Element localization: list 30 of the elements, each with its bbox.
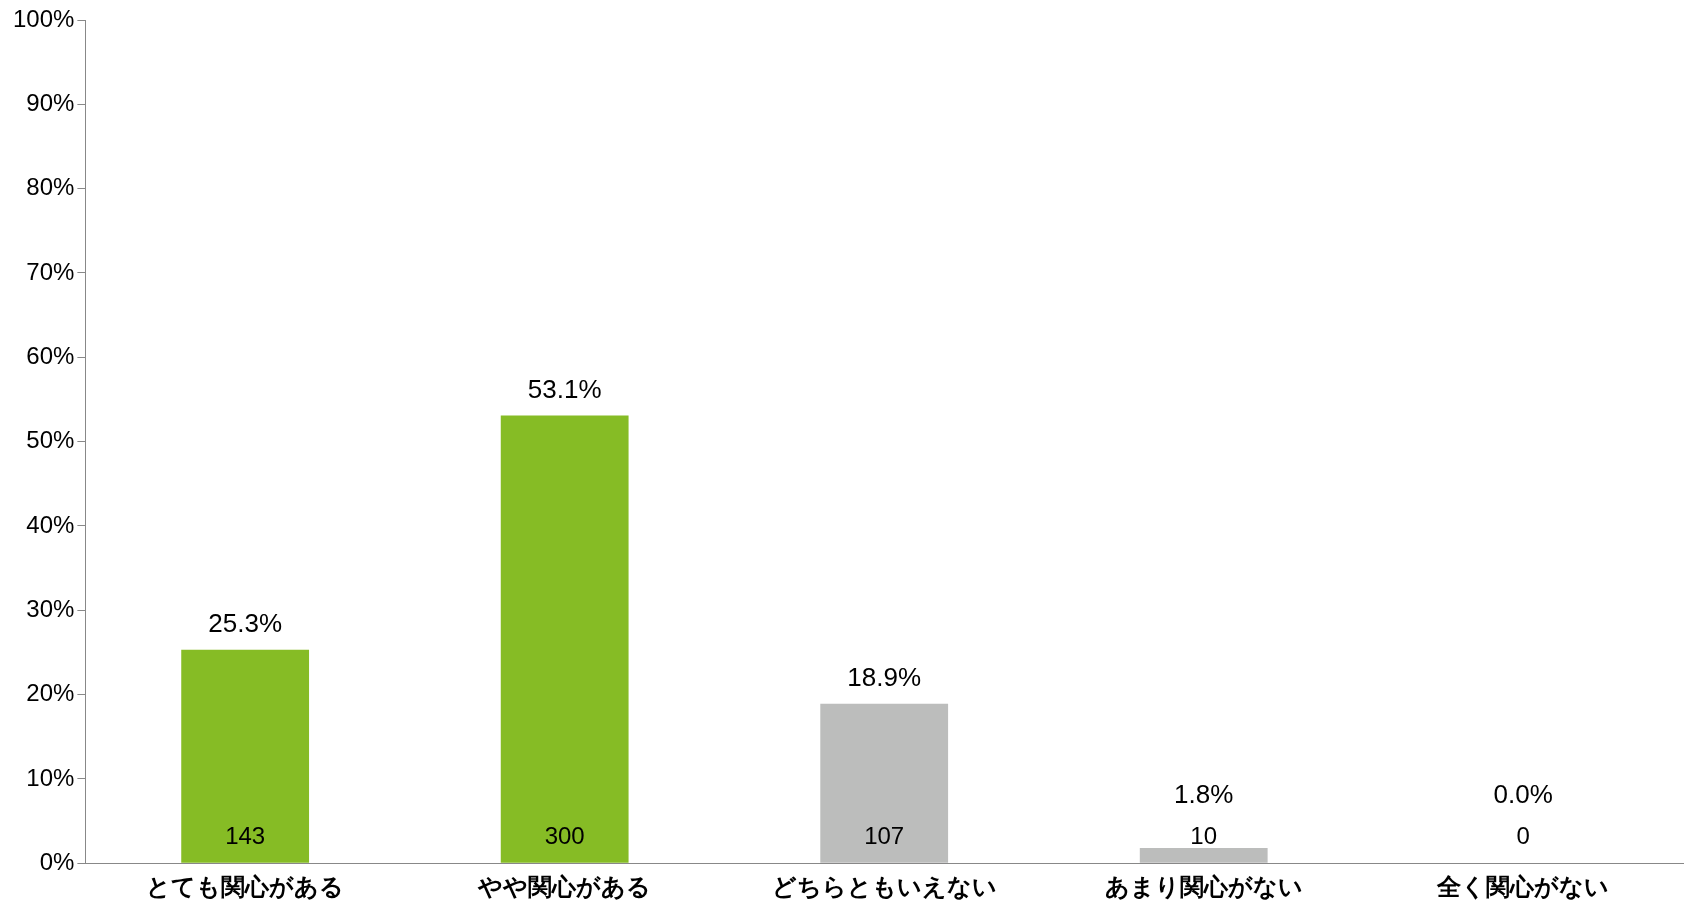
x-tick-label: とても関心がある (146, 873, 345, 901)
y-tick-label: 0% (39, 847, 75, 875)
bar (500, 415, 629, 863)
y-tick-label: 20% (26, 679, 75, 707)
annotation: 107 (864, 821, 905, 849)
y-tick-label: 60% (26, 341, 75, 369)
y-tick-label: 80% (26, 173, 75, 201)
x-tick-label: やや関心がある (477, 873, 652, 901)
bar (820, 703, 949, 863)
y-tick-label: 70% (26, 257, 75, 285)
annotation: 0 (1516, 821, 1530, 849)
data-label: 1.8% (1174, 779, 1234, 810)
data-label: 0.0% (1493, 779, 1553, 810)
annotation: 10 (1190, 821, 1218, 849)
y-tick-label: 50% (26, 426, 75, 454)
y-tick-label: 100% (12, 4, 75, 32)
data-label: 53.1% (527, 373, 602, 404)
y-tick-label: 90% (26, 88, 75, 116)
annotation: 300 (544, 821, 585, 849)
annotation: 143 (225, 821, 266, 849)
data-label: 18.9% (847, 662, 922, 693)
x-tick-label: どちらともいえない (771, 873, 997, 901)
y-tick-label: 30% (26, 594, 75, 622)
data-label: 25.3% (208, 608, 283, 639)
x-tick-label: 全く関心がない (1436, 873, 1610, 901)
y-tick-label: 40% (26, 510, 75, 538)
x-tick-label: あまり関心がない (1104, 873, 1303, 901)
bar (181, 649, 310, 863)
bar (1139, 848, 1268, 863)
y-tick-label: 10% (26, 763, 75, 791)
